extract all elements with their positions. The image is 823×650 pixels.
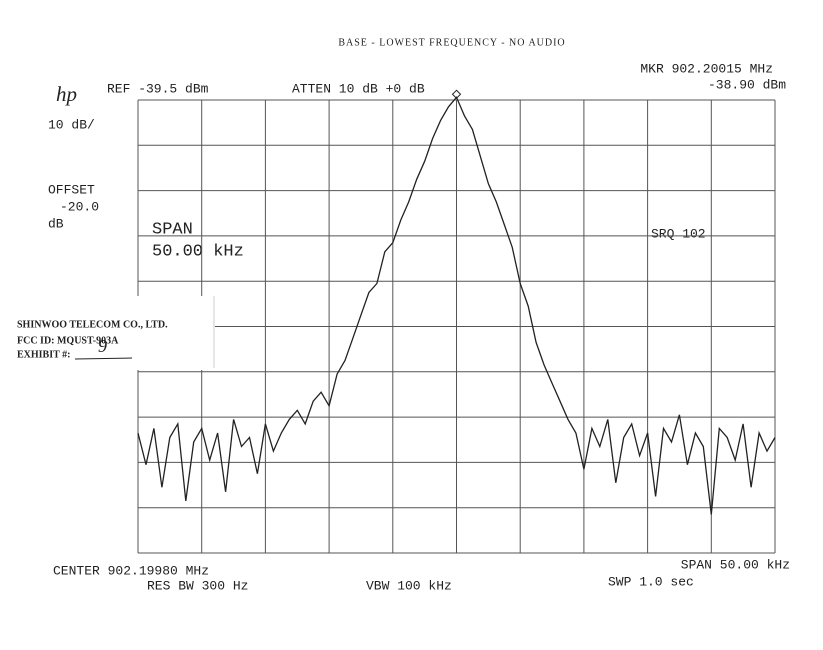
span-value: 50.00 kHz — [152, 242, 244, 261]
fcc-id: FCC ID: MQUST-903A — [17, 335, 119, 346]
trace — [137, 96, 776, 515]
exhibit-label: EXHIBIT #: — [17, 349, 70, 360]
offset-unit: dB — [48, 216, 64, 231]
offset-value: -20.0 — [60, 199, 99, 214]
exhibit-label-box — [10, 296, 215, 370]
marker-frequency: MKR 902.20015 MHz — [640, 61, 773, 76]
scale: 10 dB/ — [48, 117, 95, 132]
center-frequency: CENTER 902.19980 MHz — [53, 563, 209, 578]
sweep: SWP 1.0 sec — [608, 574, 694, 589]
exhibit-number: 9 — [98, 336, 107, 356]
span-bottom: SPAN 50.00 kHz — [681, 557, 790, 572]
offset-label: OFFSET — [48, 182, 95, 197]
attenuation: ATTEN 10 dB +0 dB — [292, 81, 425, 96]
company: SHINWOO TELECOM CO., LTD. — [17, 319, 168, 330]
logo: hp — [56, 82, 77, 106]
span-label: SPAN — [152, 220, 193, 239]
marker — [451, 89, 462, 99]
marker-level: -38.90 dBm — [708, 77, 786, 92]
vbw: VBW 100 kHz — [366, 578, 452, 593]
exhibit-underline — [74, 357, 133, 360]
ref-level: REF -39.5 dBm — [107, 81, 209, 96]
res-bw: RES BW 300 Hz — [147, 578, 248, 593]
chart-title: BASE - LOWEST FREQUENCY - NO AUDIO — [338, 37, 565, 48]
srq: SRQ 102 — [651, 226, 706, 241]
